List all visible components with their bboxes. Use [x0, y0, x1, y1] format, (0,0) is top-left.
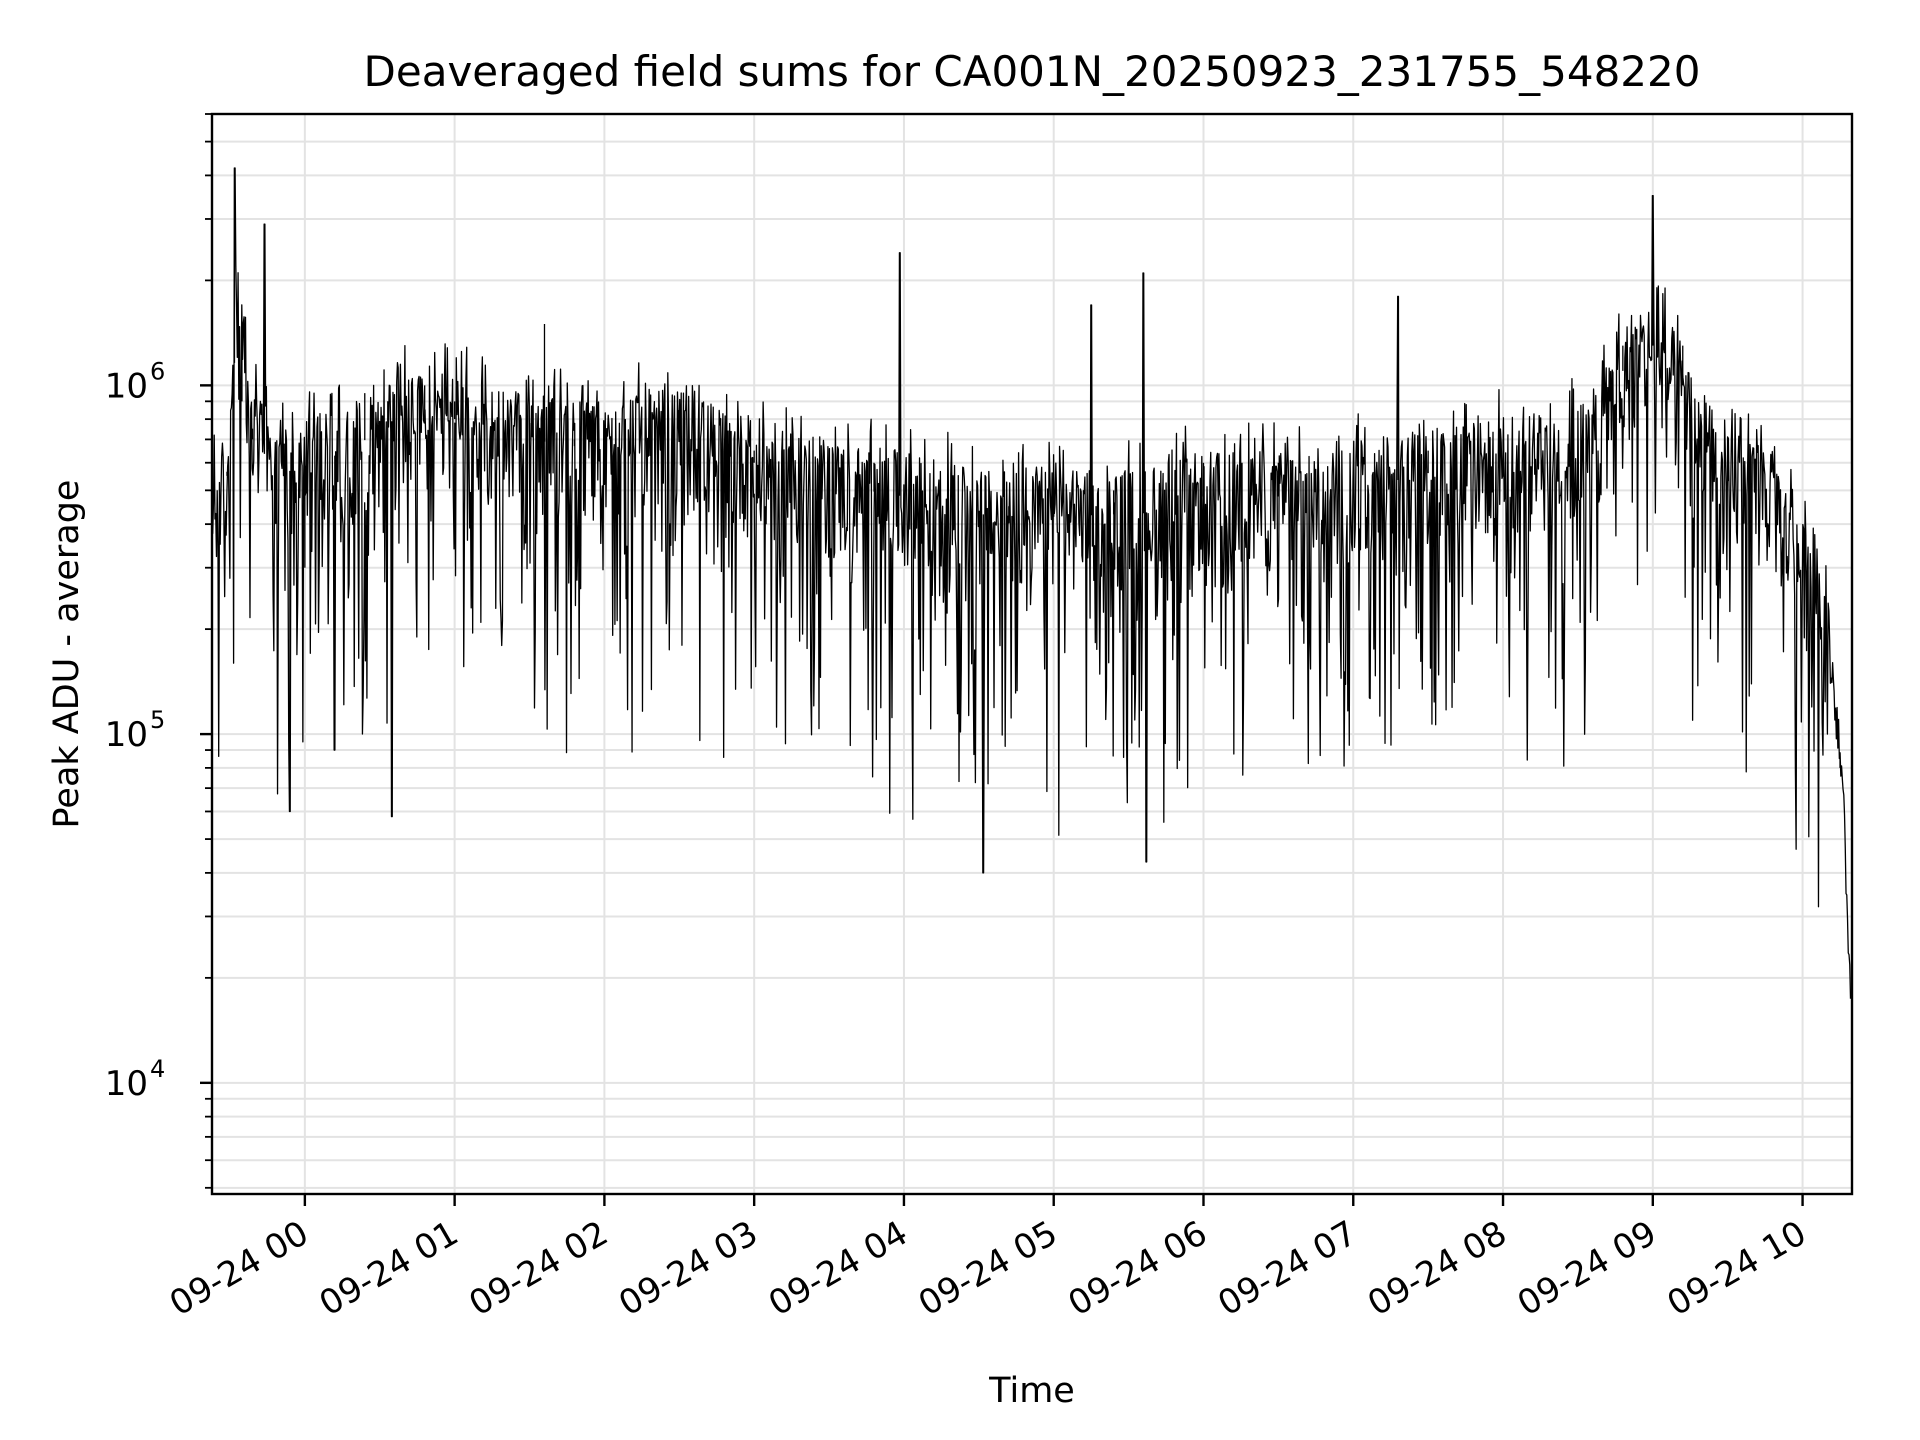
series-layer [211, 167, 1852, 999]
y-tick-label: 10 [105, 715, 148, 755]
chart-title: Deaveraged field sums for CA001N_2025092… [364, 47, 1701, 96]
x-tick-label: 09-24 09 [1511, 1213, 1663, 1324]
x-tick-label: 09-24 06 [1062, 1213, 1214, 1324]
x-tick-label: 09-24 08 [1361, 1213, 1513, 1324]
x-tick-label: 09-24 03 [612, 1213, 764, 1324]
series-line [211, 167, 1852, 999]
x-axis-label: Time [988, 1371, 1075, 1411]
x-tick-label: 09-24 07 [1211, 1213, 1363, 1324]
y-tick-label: 10 [105, 1064, 148, 1104]
y-tick-label-exponent: 5 [150, 706, 165, 734]
x-tick-label: 09-24 10 [1661, 1213, 1813, 1324]
x-tick-label: 09-24 00 [163, 1213, 315, 1324]
y-tick-label-exponent: 4 [150, 1055, 165, 1083]
x-tick-label: 09-24 01 [313, 1213, 465, 1324]
x-tick-label: 09-24 02 [463, 1213, 615, 1324]
x-tick-label: 09-24 04 [762, 1213, 914, 1324]
y-axis-label: Peak ADU - average [47, 480, 87, 829]
x-tick-label: 09-24 05 [912, 1213, 1064, 1324]
grid [212, 113, 1852, 1194]
y-tick-label-exponent: 6 [150, 357, 165, 385]
plot-frame [210, 112, 1854, 1196]
y-tick-label: 10 [105, 366, 148, 406]
